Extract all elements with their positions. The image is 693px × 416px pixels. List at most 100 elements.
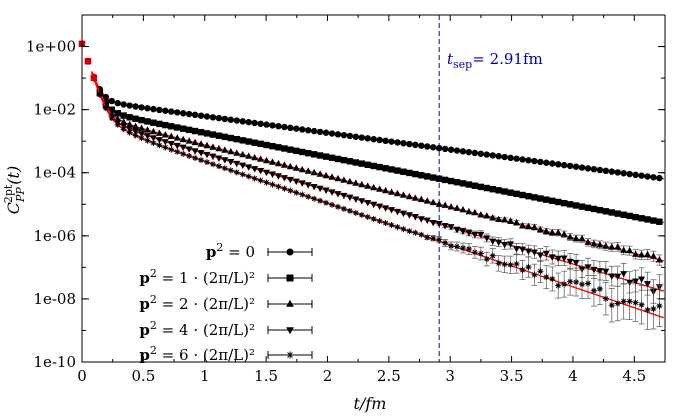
data-point <box>185 126 193 134</box>
data-point <box>168 146 175 153</box>
data-point <box>274 159 282 167</box>
data-point <box>465 245 472 252</box>
data-point <box>495 215 503 223</box>
data-point <box>441 145 449 153</box>
data-point <box>257 177 264 184</box>
data-point <box>245 138 252 145</box>
data-point <box>203 130 211 137</box>
data-point <box>263 179 270 186</box>
data-point <box>191 148 199 155</box>
data-point <box>221 146 229 153</box>
data-point <box>620 170 627 177</box>
data-point <box>292 164 300 171</box>
data-point <box>221 165 228 172</box>
data-point <box>507 217 515 224</box>
data-point <box>316 152 324 159</box>
data-point <box>650 217 657 224</box>
data-point <box>489 152 496 159</box>
data-point <box>257 167 265 175</box>
data-point <box>537 158 544 166</box>
data-point <box>138 131 146 138</box>
legend-label-2: p2 = 2 · (2π/L)² <box>139 293 255 313</box>
data-point <box>305 127 312 134</box>
data-point <box>126 120 134 127</box>
data-point <box>370 215 377 222</box>
data-point <box>144 137 151 144</box>
y-axis-title-sup: 2pt <box>2 184 15 203</box>
data-point <box>518 221 527 229</box>
data-point <box>584 165 592 172</box>
legend-label-0: p2 = 0 <box>206 241 255 261</box>
data-point <box>614 210 621 217</box>
data-point <box>572 259 580 267</box>
data-point <box>435 144 443 152</box>
data-point <box>513 155 520 162</box>
data-point <box>471 149 479 157</box>
data-point <box>161 139 169 146</box>
data-point <box>370 201 378 209</box>
data-point <box>542 227 550 235</box>
data-point <box>584 238 592 245</box>
data-point <box>441 176 449 184</box>
data-point <box>405 212 413 219</box>
data-point <box>263 169 271 177</box>
data-point <box>638 215 645 222</box>
data-point <box>650 174 657 181</box>
data-point <box>388 188 396 195</box>
data-point <box>179 135 187 143</box>
data-point <box>590 266 598 274</box>
data-point <box>245 164 253 171</box>
data-point <box>471 231 479 239</box>
data-point <box>203 113 211 120</box>
data-point <box>251 175 258 182</box>
data-point <box>459 180 467 187</box>
data-point <box>233 169 240 176</box>
data-point <box>412 141 419 149</box>
data-point <box>507 189 514 196</box>
data-point <box>156 106 163 114</box>
data-point <box>448 242 455 249</box>
data-point <box>566 233 574 240</box>
data-point <box>435 220 443 228</box>
data-point <box>561 281 568 288</box>
data-point <box>489 186 496 193</box>
data-point <box>644 306 651 313</box>
data-point <box>322 171 330 179</box>
data-point <box>536 225 544 233</box>
data-point <box>602 295 609 302</box>
plot-frame <box>81 14 666 363</box>
data-point <box>328 173 336 180</box>
data-point <box>567 278 574 285</box>
data-point <box>430 174 437 181</box>
data-point <box>406 140 413 148</box>
data-point <box>346 207 353 214</box>
x-tick-label: 2.5 <box>377 367 401 385</box>
data-point <box>530 249 538 256</box>
data-point <box>322 129 330 136</box>
data-point <box>429 219 437 227</box>
data-point <box>632 213 639 221</box>
x-tick-label: 0 <box>77 367 87 385</box>
data-point <box>352 133 360 140</box>
data-point <box>632 171 639 179</box>
x-tick-label: 3 <box>445 367 455 385</box>
data-point <box>197 150 205 157</box>
data-point <box>596 241 604 248</box>
data-point <box>537 195 544 202</box>
data-point <box>513 190 520 198</box>
data-point <box>132 128 140 136</box>
data-point <box>132 132 139 139</box>
data-point <box>453 226 461 234</box>
data-point <box>275 123 282 130</box>
data-point <box>233 149 241 156</box>
data-point <box>370 183 378 191</box>
data-point <box>441 201 449 208</box>
data-point <box>447 146 455 153</box>
data-point <box>525 157 532 164</box>
data-point <box>417 216 425 223</box>
data-point <box>227 147 235 155</box>
data-point <box>411 194 419 201</box>
data-point <box>275 183 282 190</box>
data-point <box>548 254 556 261</box>
